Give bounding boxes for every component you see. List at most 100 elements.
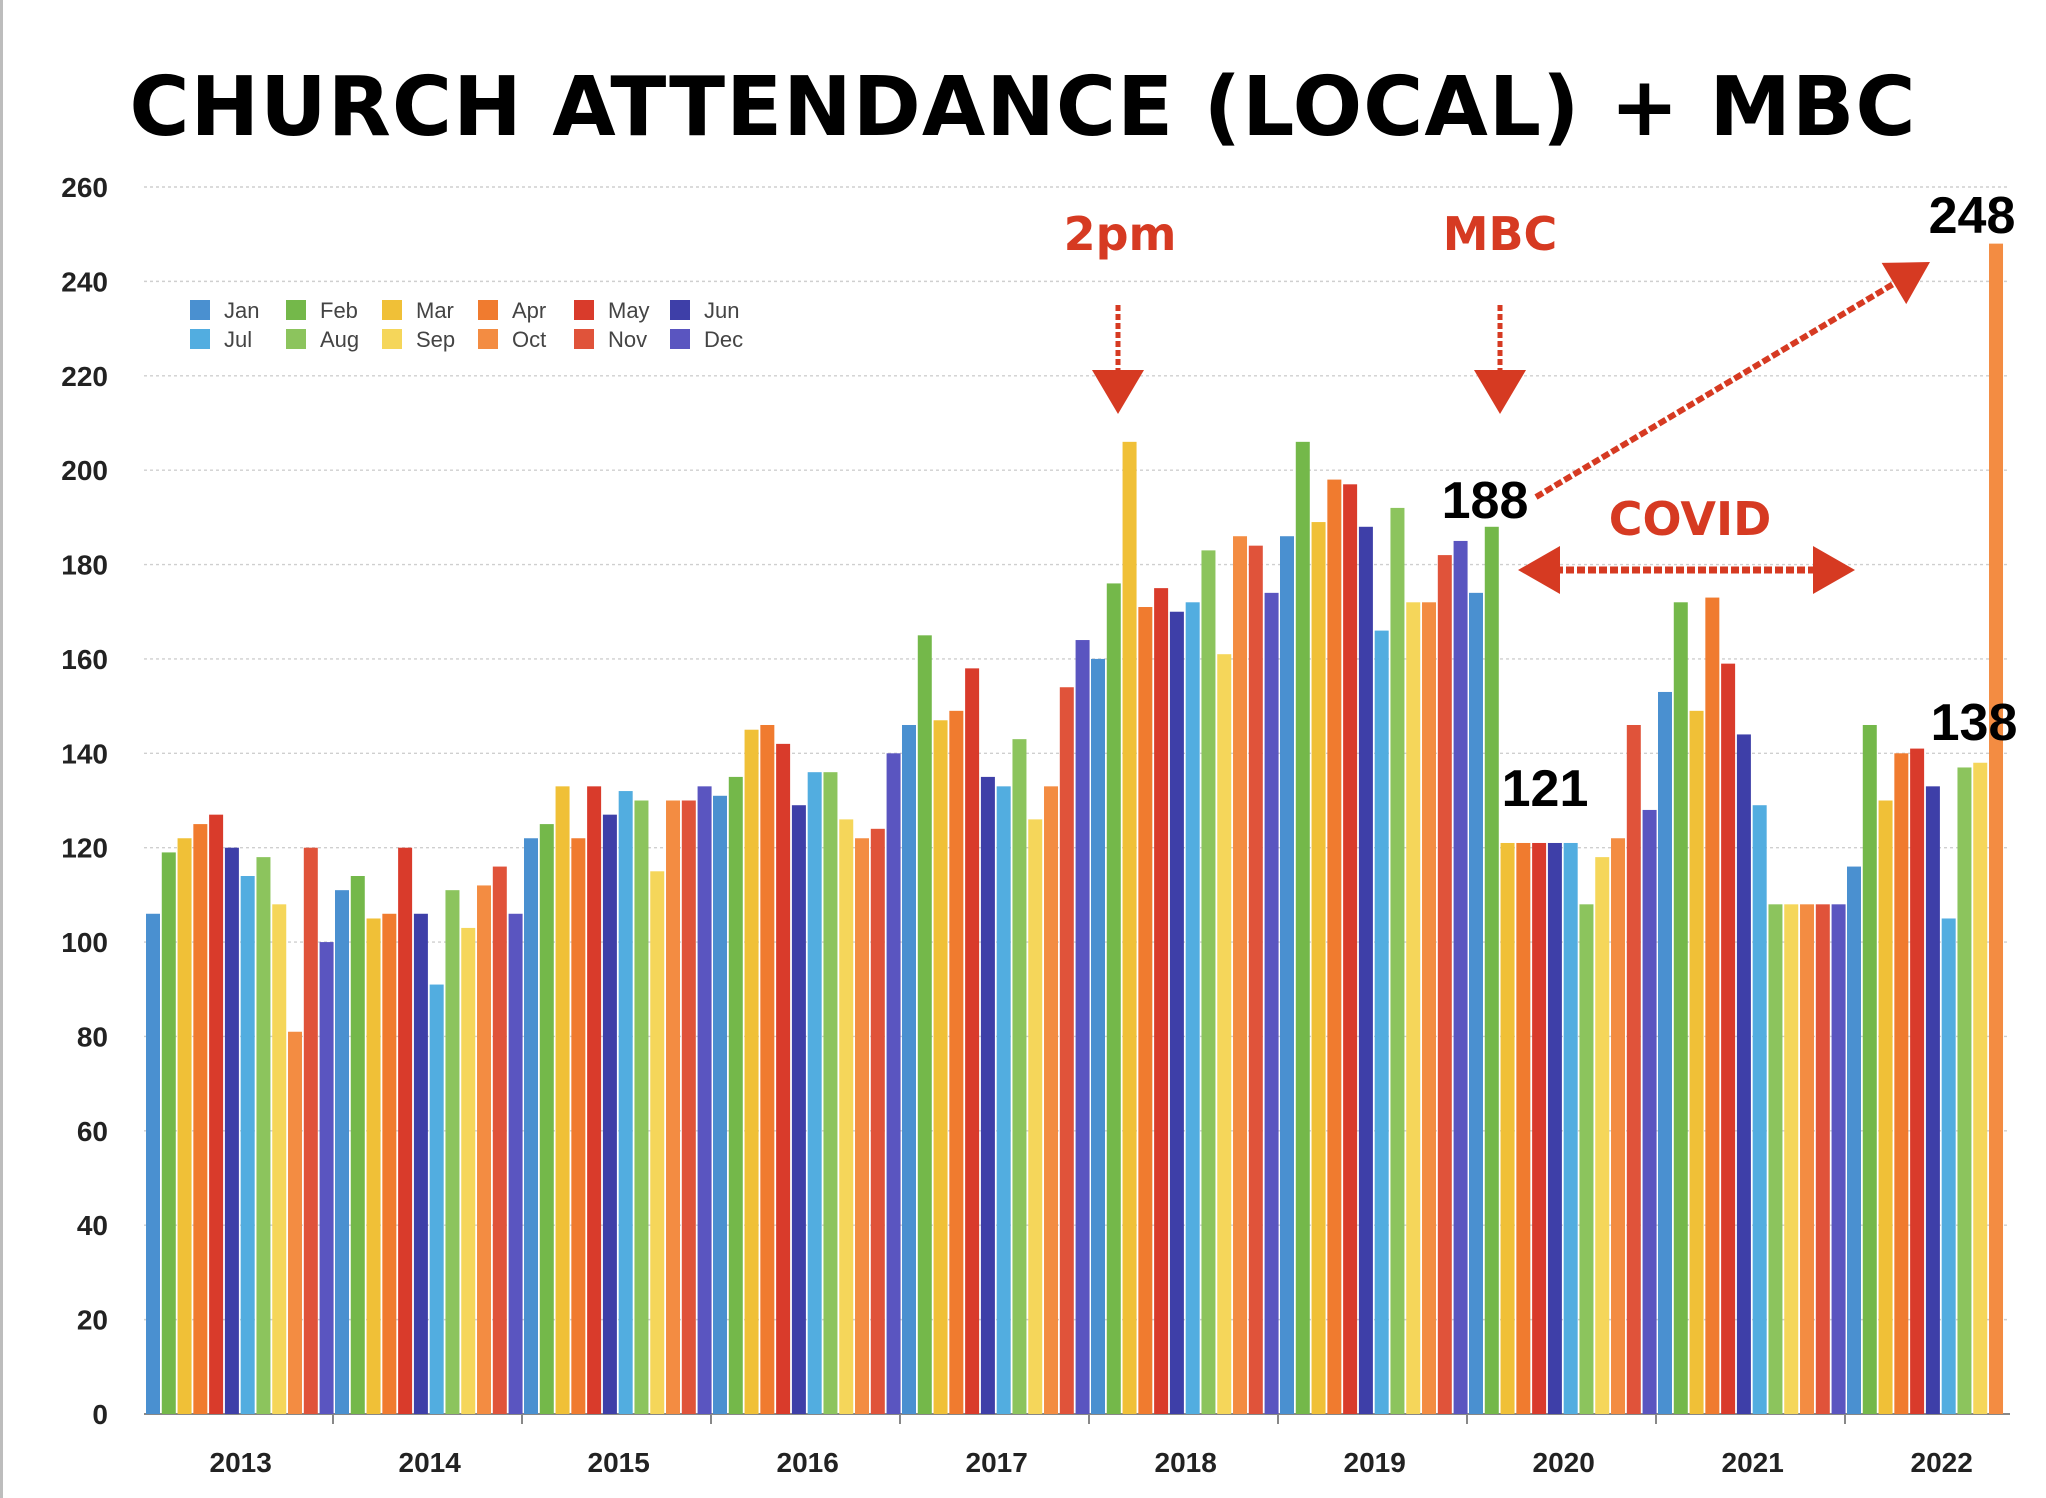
bar-2015-apr (571, 838, 586, 1414)
bar-2018-jul (1185, 602, 1200, 1414)
bar-2017-aug (1012, 739, 1027, 1414)
bar-2014-jul (429, 984, 444, 1414)
legend-label-aug: Aug (320, 327, 359, 352)
bar-2017-dec (1075, 640, 1090, 1414)
bar-2020-nov (1626, 724, 1641, 1414)
bar-2021-aug (1768, 904, 1783, 1414)
annotation-138: 138 (1931, 694, 2018, 752)
annotation-covid: COVID (1609, 492, 1772, 546)
bar-2017-feb (917, 635, 932, 1414)
legend-label-oct: Oct (512, 327, 546, 352)
bar-2016-oct (855, 838, 870, 1414)
y-tick-label: 120 (61, 833, 108, 864)
y-tick-label: 220 (61, 361, 108, 392)
bar-2015-aug (634, 800, 649, 1414)
bar-2020-feb (1484, 526, 1499, 1414)
bar-2013-mar (177, 838, 192, 1414)
bar-2014-apr (382, 913, 397, 1414)
bar-2018-nov (1248, 545, 1263, 1414)
bar-2021-nov (1815, 904, 1830, 1414)
bar-2017-sep (1028, 819, 1043, 1414)
y-tick-label: 20 (77, 1305, 108, 1336)
bar-2022-jul (1941, 918, 1956, 1414)
bar-2016-mar (744, 729, 759, 1414)
bar-2022-jun (1925, 786, 1940, 1414)
x-tick-label: 2015 (588, 1447, 650, 1478)
bar-2022-jan (1847, 866, 1861, 1414)
legend-swatch-aug (286, 329, 306, 349)
bar-2017-mar (933, 720, 948, 1414)
bar-2021-sep (1784, 904, 1799, 1414)
bar-2019-may (1343, 484, 1358, 1414)
bar-2021-oct (1800, 904, 1815, 1414)
x-tick-label: 2018 (1155, 1447, 1217, 1478)
annotation-248: 248 (1929, 187, 2016, 245)
bar-2019-sep (1406, 602, 1421, 1414)
bar-2021-jan (1658, 691, 1672, 1414)
bar-2016-nov (870, 828, 885, 1414)
bar-2016-feb (728, 776, 743, 1414)
bar-2021-jun (1736, 734, 1751, 1414)
legend-swatch-may (574, 300, 594, 320)
y-tick-label: 160 (61, 644, 108, 675)
bar-2015-jun (602, 814, 617, 1414)
bar-2017-oct (1044, 786, 1059, 1414)
y-tick-label: 140 (61, 738, 108, 769)
legend-swatch-sep (382, 329, 402, 349)
bar-2014-aug (445, 890, 460, 1414)
bar-2016-jan (713, 795, 727, 1414)
legend-label-jun: Jun (704, 298, 739, 323)
y-tick-label: 180 (61, 550, 108, 581)
bar-2019-nov (1437, 555, 1452, 1414)
bar-2015-dec (697, 786, 712, 1414)
page-left-border (0, 0, 3, 1498)
bar-2018-may (1154, 588, 1169, 1414)
bar-2021-jul (1752, 805, 1767, 1414)
annotation-mbc: MBC (1443, 207, 1558, 261)
bar-2015-may (587, 786, 602, 1414)
bar-2018-dec (1264, 592, 1279, 1414)
bar-2017-may (965, 668, 980, 1414)
bar-2016-jun (791, 805, 806, 1414)
bar-2013-jun (224, 847, 239, 1414)
mbc-growth-arrow-shaft (1534, 280, 1897, 500)
bar-2021-apr (1705, 597, 1720, 1414)
bar-2019-feb (1295, 441, 1310, 1414)
bar-2019-jul (1374, 630, 1389, 1414)
legend-swatch-dec (670, 329, 690, 349)
bar-2013-apr (193, 824, 208, 1414)
x-axis: 2013 2014 2015 2016 2017 2018 2019 2020 2021 2022 (210, 1414, 1973, 1478)
bar-2018-sep (1217, 654, 1232, 1414)
legend-label-nov: Nov (608, 327, 647, 352)
legend-swatch-jan (190, 300, 210, 320)
bar-2020-jul (1563, 842, 1578, 1414)
bar-2022-oct (1989, 243, 2004, 1415)
bar-2022-may (1910, 748, 1925, 1414)
bar-2022-aug (1957, 767, 1972, 1414)
legend-swatch-mar (382, 300, 402, 320)
bar-2020-apr (1516, 842, 1531, 1414)
arrow-mbc-head (1474, 370, 1526, 414)
bar-2013-aug (256, 857, 271, 1414)
x-tick-label: 2013 (210, 1447, 272, 1478)
y-tick-label: 260 (61, 172, 108, 203)
bar-2014-jun (413, 913, 428, 1414)
legend-swatch-jul (190, 329, 210, 349)
bar-2019-aug (1390, 507, 1405, 1414)
bar-2018-mar (1122, 441, 1137, 1414)
bar-2015-jul (618, 791, 633, 1414)
bar-2018-oct (1233, 536, 1248, 1414)
legend-label-apr: Apr (512, 298, 546, 323)
x-tick-label: 2019 (1344, 1447, 1406, 1478)
bar-2015-sep (650, 871, 665, 1414)
legend: Jan Feb Mar Apr May Jun Jul Aug Sep Oct Nov Dec (190, 298, 743, 352)
bar-2013-jan (146, 913, 160, 1414)
y-tick-label: 100 (61, 927, 108, 958)
bar-2021-feb (1673, 602, 1688, 1414)
bar-2018-jun (1169, 611, 1184, 1414)
y-tick-label: 0 (92, 1399, 108, 1430)
bar-2016-dec (886, 753, 901, 1414)
bar-2021-may (1721, 663, 1736, 1414)
legend-label-feb: Feb (320, 298, 358, 323)
bar-2015-mar (555, 786, 570, 1414)
